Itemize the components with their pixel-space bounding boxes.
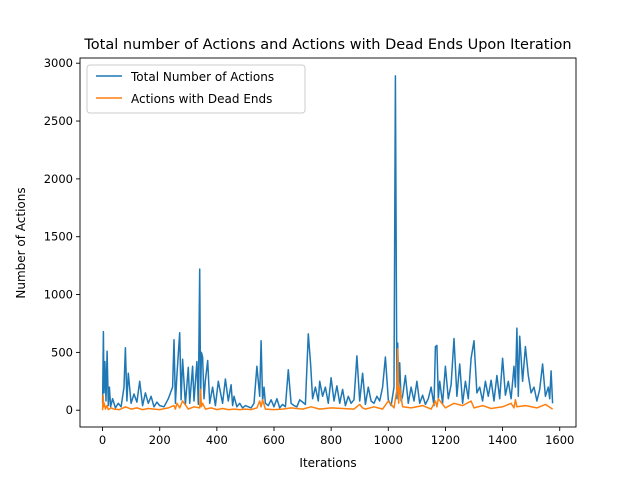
x-tick-label: 0 — [99, 433, 106, 447]
x-tick-label: 200 — [149, 433, 171, 447]
y-axis: 0 500 1000 1500 2000 2500 3000 — [44, 56, 80, 417]
y-axis-label: Number of Actions — [14, 187, 28, 298]
legend-label-dead-ends: Actions with Dead Ends — [131, 92, 272, 106]
y-tick-label: 3000 — [44, 56, 73, 70]
x-tick-label: 1000 — [374, 433, 403, 447]
x-tick-label: 1600 — [545, 433, 574, 447]
legend-label-total: Total Number of Actions — [130, 70, 274, 84]
y-tick-label: 2000 — [44, 172, 73, 186]
y-tick-label: 0 — [66, 403, 73, 417]
plot-frame — [79, 57, 577, 428]
x-tick-label: 600 — [263, 433, 285, 447]
legend-box — [86, 64, 306, 114]
plot-area — [101, 75, 554, 411]
x-axis-label: Iterations — [299, 456, 356, 470]
x-tick-label: 400 — [206, 433, 228, 447]
y-tick-label: 2500 — [44, 114, 73, 128]
x-tick-label: 800 — [320, 433, 342, 447]
y-tick-label: 1500 — [44, 230, 73, 244]
x-axis: 0 200 400 600 800 1000 1200 1400 1600 — [99, 427, 574, 447]
chart-title: Total number of Actions and Actions with… — [83, 37, 571, 53]
series-line-total-actions — [101, 75, 554, 409]
x-tick-label: 1200 — [431, 433, 460, 447]
x-tick-label: 1400 — [488, 433, 517, 447]
legend: Total Number of Actions Actions with Dea… — [86, 64, 306, 114]
y-tick-label: 1000 — [44, 288, 73, 302]
y-tick-label: 500 — [51, 345, 73, 359]
series-line-dead-ends — [101, 348, 554, 411]
